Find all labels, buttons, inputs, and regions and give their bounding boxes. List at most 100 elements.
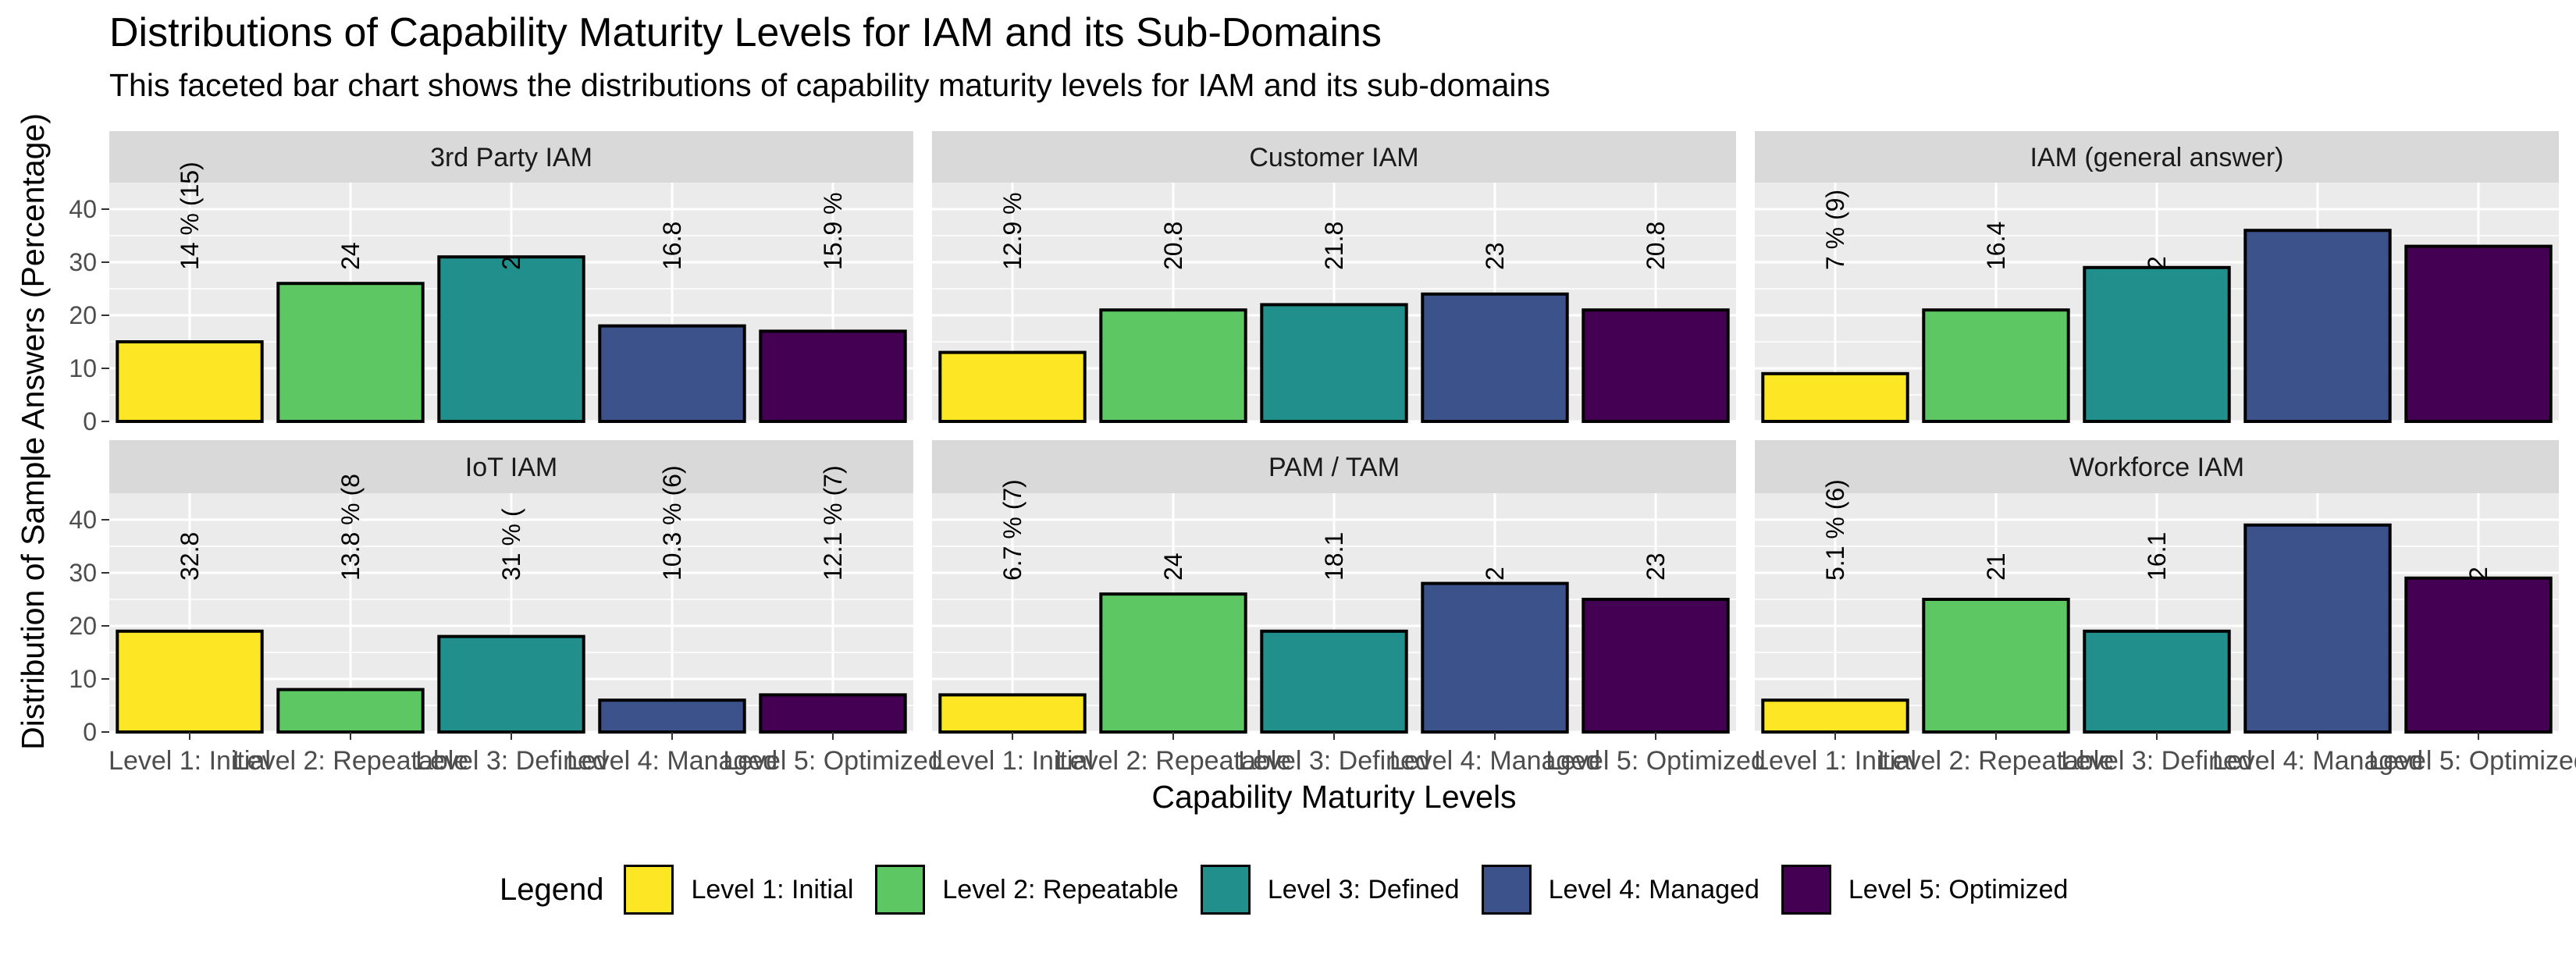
bar-workforce-iam-level-5 — [2404, 576, 2553, 734]
bar-3rd-party-iam-level-2 — [276, 282, 425, 424]
legend-label-level-3: Level 3: Defined — [1267, 874, 1460, 904]
bar-iam-general-answer-level-3 — [2083, 265, 2231, 423]
data-label-iot-iam-level-5: 12.1 % (7) — [819, 465, 847, 581]
data-label-iot-iam-level-2: 13.8 % (8 — [336, 474, 365, 581]
facet-strip-customer-iam — [932, 131, 1736, 183]
bar-workforce-iam-level-2 — [1922, 598, 2070, 734]
bar-iot-iam-level-3 — [437, 634, 585, 734]
y-tick-label: 0 — [83, 718, 97, 746]
data-label-iam-general-answer-level-1: 7 % (9) — [1821, 190, 1849, 270]
x-tick-label: Level 5: Optimized — [1546, 746, 1766, 776]
data-label-pam-tam-level-2: 24 — [1159, 553, 1187, 581]
data-label-pam-tam-level-1: 6.7 % (7) — [998, 479, 1026, 581]
data-label-workforce-iam-level-2: 21 — [1982, 553, 2010, 581]
legend-label-level-4: Level 4: Managed — [1548, 874, 1759, 904]
data-label-customer-iam-level-3: 21.8 — [1320, 222, 1348, 270]
bar-pam-tam-level-4 — [1421, 581, 1569, 734]
y-tick-label: 40 — [69, 506, 97, 534]
legend-title: Legend — [500, 872, 604, 907]
data-label-pam-tam-level-5: 23 — [1642, 553, 1670, 581]
data-label-workforce-iam-level-5: 2 — [2464, 567, 2492, 581]
data-label-customer-iam-level-5: 20.8 — [1642, 222, 1670, 270]
bar-customer-iam-level-1 — [938, 350, 1087, 424]
legend-key-level-4 — [1481, 865, 1532, 915]
legend-key-level-5 — [1781, 865, 1831, 915]
bar-workforce-iam-level-4 — [2243, 523, 2392, 734]
bar-3rd-party-iam-level-5 — [759, 329, 907, 423]
data-label-iot-iam-level-3: 31 % ( — [497, 508, 525, 581]
x-tick-label: Level 3: Defined — [2061, 746, 2253, 776]
data-label-customer-iam-level-2: 20.8 — [1159, 222, 1187, 270]
bar-customer-iam-level-5 — [1582, 308, 1730, 424]
x-tick-label: Level 4: Managed — [567, 746, 777, 776]
x-tick-label: Level 4: Managed — [1389, 746, 1600, 776]
y-tick-label: 30 — [69, 248, 97, 276]
bar-customer-iam-level-3 — [1260, 303, 1408, 423]
data-label-3rd-party-iam-level-4: 16.8 — [658, 222, 686, 270]
legend-item-level-5: Level 5: Optimized — [1781, 865, 2069, 915]
bar-iam-general-answer-level-5 — [2404, 244, 2553, 423]
facet-strip-pam-tam — [932, 440, 1736, 493]
facet-strip-iam-general-answer — [1755, 131, 2559, 183]
bar-iam-general-answer-level-1 — [1761, 371, 1909, 423]
bar-3rd-party-iam-level-3 — [437, 255, 585, 424]
data-label-customer-iam-level-4: 23 — [1481, 242, 1509, 270]
legend-item-level-4: Level 4: Managed — [1481, 865, 1759, 915]
data-label-iam-general-answer-level-2: 16.4 — [1982, 222, 2010, 270]
data-label-3rd-party-iam-level-3: 2 — [497, 256, 525, 270]
data-label-3rd-party-iam-level-2: 24 — [336, 242, 365, 270]
facet-strip-workforce-iam — [1755, 440, 2559, 493]
data-label-pam-tam-level-4: 2 — [1481, 567, 1509, 581]
legend-label-level-1: Level 1: Initial — [691, 874, 854, 904]
facet-title-3rd-party-iam: 3rd Party IAM — [430, 143, 592, 172]
x-tick-label: Level 3: Defined — [1238, 746, 1430, 776]
chart-title: Distributions of Capability Maturity Lev… — [109, 10, 1382, 55]
bar-pam-tam-level-5 — [1582, 598, 1730, 734]
data-label-iam-general-answer-level-3: 2 — [2143, 256, 2171, 270]
data-label-3rd-party-iam-level-5: 15.9 % — [819, 192, 847, 270]
facet-title-workforce-iam: Workforce IAM — [2069, 453, 2244, 482]
x-tick-label: Level 2: Repeatable — [1878, 746, 2114, 776]
data-label-iot-iam-level-4: 10.3 % (6) — [658, 465, 686, 581]
facet-title-iam-general-answer: IAM (general answer) — [2030, 143, 2283, 172]
legend-item-level-1: Level 1: Initial — [624, 865, 853, 915]
legend-label-level-5: Level 5: Optimized — [1848, 874, 2069, 904]
bar-iot-iam-level-5 — [759, 693, 907, 734]
bar-3rd-party-iam-level-1 — [116, 340, 264, 423]
legend-label-level-2: Level 2: Repeatable — [942, 874, 1179, 904]
data-label-workforce-iam-level-3: 16.1 — [2143, 532, 2171, 581]
data-label-iot-iam-level-1: 32.8 — [176, 532, 204, 581]
legend-key-level-3 — [1200, 865, 1251, 915]
x-tick-label: Level 1: Initial — [931, 746, 1094, 776]
y-tick-label: 0 — [83, 407, 97, 435]
chart-subtitle: This faceted bar chart shows the distrib… — [109, 67, 1550, 103]
x-tick-label: Level 1: Initial — [1754, 746, 1916, 776]
bar-customer-iam-level-4 — [1421, 292, 1569, 423]
y-axis-title: Distribution of Sample Answers (Percenta… — [15, 113, 51, 750]
facet-title-iot-iam: IoT IAM — [465, 453, 557, 482]
bar-pam-tam-level-2 — [1099, 592, 1247, 734]
facet-strip-3rd-party-iam — [109, 131, 913, 183]
data-label-customer-iam-level-1: 12.9 % — [998, 192, 1026, 270]
legend-key-level-2 — [875, 865, 926, 915]
x-axis-title: Capability Maturity Levels — [1151, 779, 1516, 815]
bar-pam-tam-level-3 — [1260, 629, 1408, 734]
facet-title-pam-tam: PAM / TAM — [1268, 453, 1400, 482]
data-label-workforce-iam-level-1: 5.1 % (6) — [1821, 479, 1849, 581]
bar-3rd-party-iam-level-4 — [598, 324, 746, 424]
y-tick-label: 30 — [69, 559, 97, 587]
data-label-pam-tam-level-3: 18.1 — [1320, 532, 1348, 581]
x-tick-label: Level 5: Optimized — [723, 746, 943, 776]
legend-key-level-1 — [624, 865, 674, 915]
bar-customer-iam-level-2 — [1099, 308, 1247, 424]
y-tick-label: 20 — [69, 301, 97, 329]
x-tick-label: Level 5: Optimized — [2368, 746, 2576, 776]
legend: Legend Level 1: Initial Level 2: Repeata… — [500, 865, 2090, 915]
x-tick-label: Level 2: Repeatable — [233, 746, 468, 776]
x-tick-label: Level 1: Initial — [109, 746, 271, 776]
facet-strip-iot-iam — [109, 440, 913, 493]
y-tick-label: 40 — [69, 195, 97, 223]
x-tick-label: Level 4: Managed — [2212, 746, 2423, 776]
bar-iot-iam-level-4 — [598, 698, 746, 734]
